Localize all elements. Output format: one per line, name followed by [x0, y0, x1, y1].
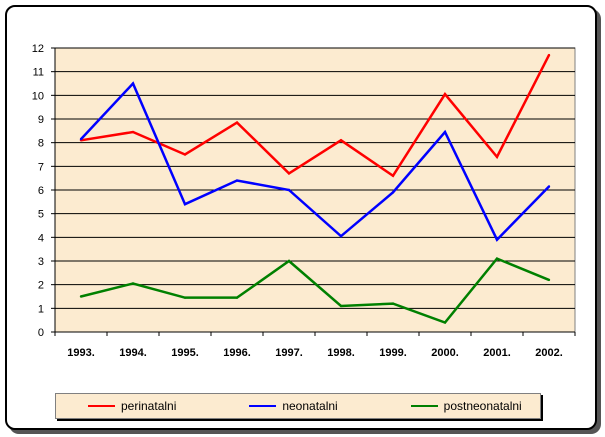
x-tick-label: 1996.: [223, 347, 251, 359]
y-tick-label: 9: [38, 114, 44, 126]
data-point-neonatalni: [183, 203, 187, 206]
legend-label: neonatalni: [282, 399, 338, 413]
x-tick-label: 2001.: [483, 347, 511, 359]
data-point-postneonatalni: [235, 296, 239, 299]
data-point-neonatalni: [287, 188, 291, 192]
data-point-perinatalni: [183, 153, 187, 156]
legend-swatch: [249, 405, 277, 407]
y-tick-label: 8: [38, 138, 44, 150]
x-tick-label: 1997.: [275, 347, 303, 359]
x-tick-label: 1999.: [379, 347, 407, 359]
x-tick-label: 1995.: [171, 347, 199, 359]
legend-item-neonatalni: neonatalni: [249, 399, 378, 413]
x-tick-label: 1993.: [67, 347, 95, 359]
data-point-postneonatalni: [131, 282, 135, 285]
x-tick-label: 1998.: [327, 347, 355, 359]
y-tick-label: 2: [38, 280, 44, 292]
y-tick-label: 11: [33, 67, 44, 79]
data-point-neonatalni: [131, 82, 135, 85]
data-point-perinatalni: [287, 172, 291, 175]
data-point-postneonatalni: [339, 304, 343, 308]
y-tick-label: 4: [38, 232, 44, 244]
y-tick-label: 5: [38, 209, 44, 221]
data-point-neonatalni: [339, 234, 343, 238]
legend-swatch: [88, 405, 115, 407]
legend-label: postneonatalni: [443, 399, 522, 413]
data-point-postneonatalni: [183, 296, 187, 299]
legend-label: perinatalni: [121, 399, 177, 413]
y-tick-label: 10: [32, 90, 44, 102]
legend-swatch: [410, 405, 438, 407]
data-point-neonatalni: [391, 191, 395, 194]
y-tick-label: 6: [38, 185, 44, 197]
x-tick-label: 2002.: [535, 347, 563, 359]
data-point-postneonatalni: [495, 257, 499, 260]
data-point-perinatalni: [235, 121, 239, 124]
data-point-perinatalni: [131, 130, 135, 134]
data-point-perinatalni: [495, 155, 499, 159]
y-tick-label: 1: [38, 303, 44, 315]
legend-item-perinatalni: perinatalni: [88, 399, 217, 413]
legend-item-postneonatalni: postneonatalni: [410, 399, 540, 413]
data-point-postneonatalni: [287, 259, 291, 263]
series-line-postneonatalni: [80, 257, 550, 325]
y-tick-label: 0: [38, 327, 44, 339]
series-line-neonatalni: [80, 81, 550, 242]
data-point-neonatalni: [235, 179, 239, 182]
y-tick-label: 7: [38, 161, 44, 173]
data-point-postneonatalni: [443, 321, 447, 324]
y-tick-label: 3: [38, 256, 44, 268]
y-tick-label: 12: [32, 43, 44, 55]
data-point-postneonatalni: [391, 302, 395, 305]
data-point-neonatalni: [443, 130, 447, 134]
x-tick-label: 1994.: [119, 347, 147, 359]
data-point-neonatalni: [547, 185, 551, 188]
data-point-perinatalni: [339, 139, 343, 142]
data-point-perinatalni: [547, 53, 551, 57]
data-point-neonatalni: [79, 137, 83, 141]
data-point-perinatalni: [443, 92, 447, 96]
legend: perinatalni neonatalni postneonatalni: [55, 393, 541, 419]
x-tick-label: 2000.: [431, 347, 459, 359]
data-point-perinatalni: [391, 174, 395, 177]
data-point-neonatalni: [495, 238, 499, 241]
data-point-postneonatalni: [547, 278, 551, 282]
data-point-postneonatalni: [79, 295, 83, 298]
